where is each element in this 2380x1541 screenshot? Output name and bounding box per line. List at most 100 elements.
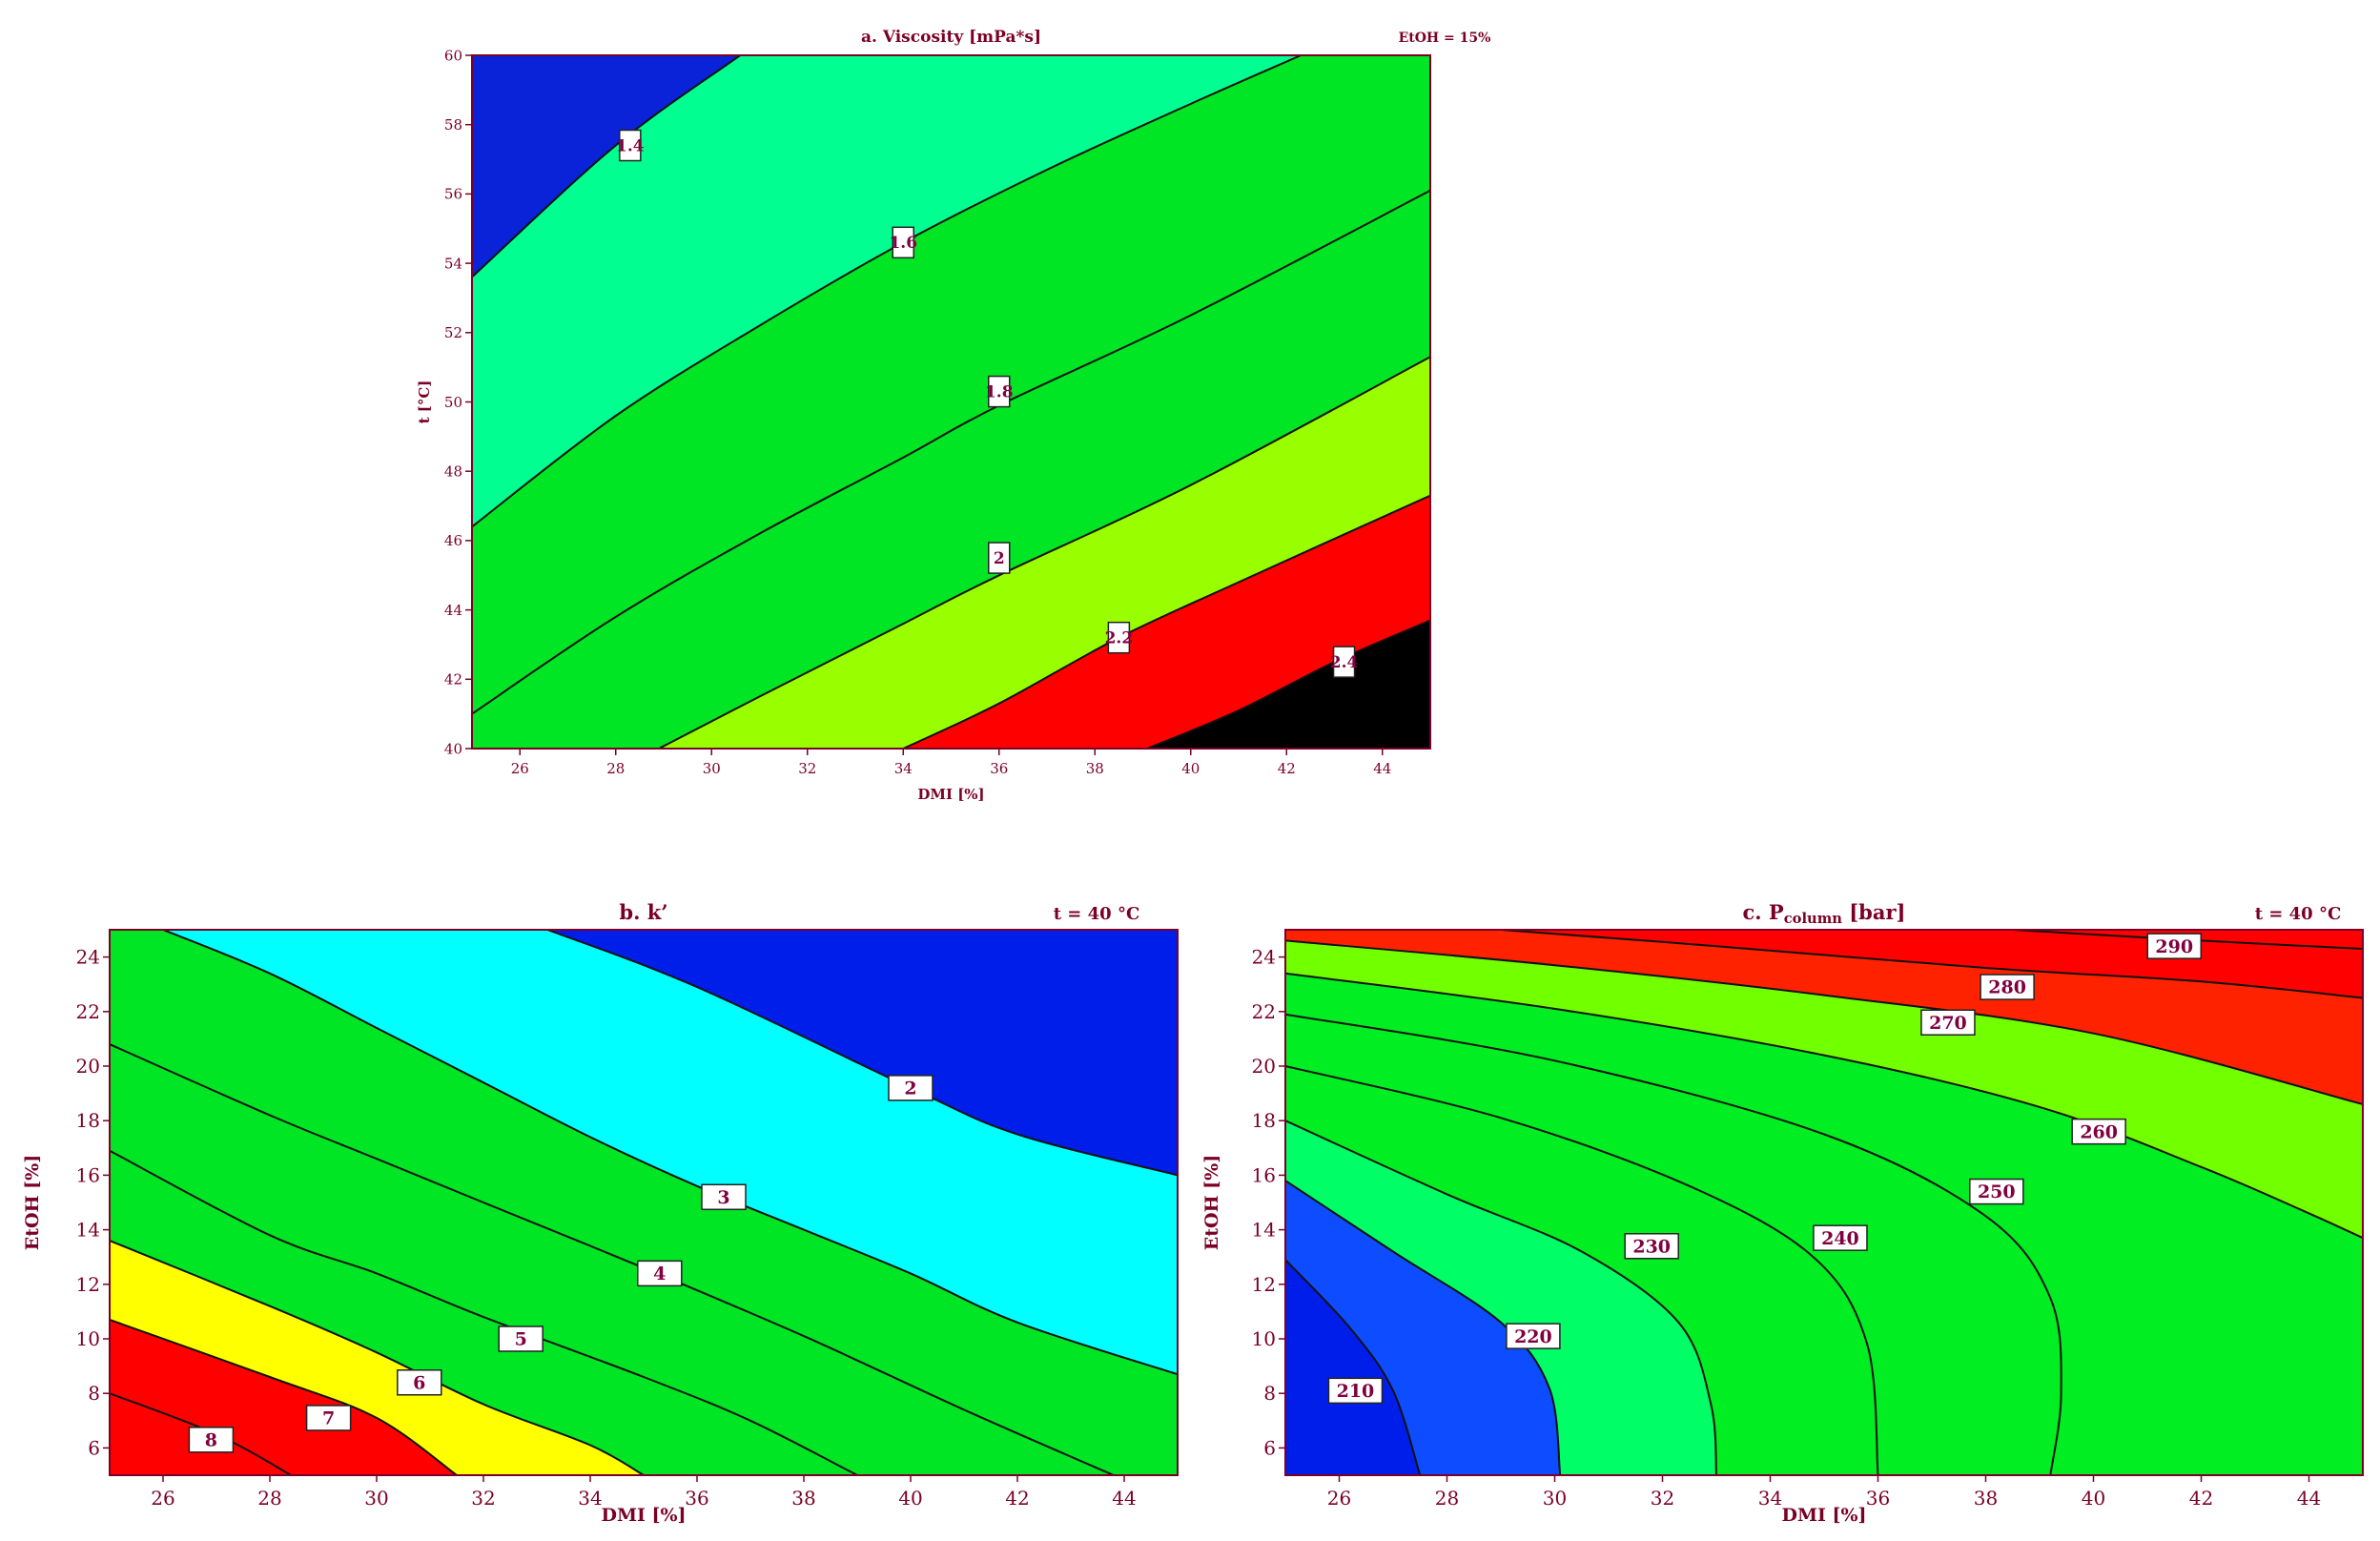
y-tick-label: 10 (76, 1327, 100, 1350)
y-tick-label: 48 (444, 462, 462, 480)
chart-title: b. k’ (619, 900, 667, 924)
x-tick-label: 28 (606, 760, 625, 777)
plot-frame (109, 929, 1179, 1476)
contour-label-text: 4 (653, 1264, 666, 1284)
contour-label-text: 2.2 (1105, 629, 1134, 648)
contour-label-text: 1.4 (616, 136, 645, 155)
x-tick-label: 34 (1758, 1487, 1782, 1510)
condition-annotation: EtOH = 15% (1399, 31, 1491, 46)
x-axis-label: DMI [%] (601, 1505, 686, 1526)
y-tick-label: 16 (76, 1163, 100, 1186)
contour-label-text: 290 (2155, 936, 2193, 957)
y-tick-label: 58 (444, 116, 462, 134)
y-tick-label: 6 (1263, 1436, 1276, 1459)
viscosity-contour-plot: 1.4 1.6 1.8 2 2.2 2.4 26 28 30 32 34 36 38 40 42 44 40 42… (362, 0, 1602, 868)
y-tick-label: 6 (88, 1436, 100, 1459)
region-fill-2.4 (1147, 620, 1430, 749)
contour-label-text: 260 (2080, 1121, 2118, 1142)
contour-label-210: 210 (1327, 1377, 1384, 1405)
contour-line-220 (1285, 1180, 1562, 1475)
x-tick-label: 36 (990, 760, 1008, 777)
contour-label-text: 8 (205, 1429, 217, 1450)
contour-lines (472, 55, 1430, 749)
contour-label-text: 280 (1988, 977, 2026, 998)
contour-label-text: 1.6 (889, 234, 917, 253)
x-tick-label: 44 (2297, 1487, 2321, 1510)
x-tick-label: 26 (1327, 1487, 1351, 1510)
k-prime-contour-plot: 2 3 4 5 6 7 8 26 28 30 32 34 36 38 40 42 44 6 8 10 12 14 16 18 2… (0, 892, 1197, 1541)
y-tick-label: 12 (1252, 1273, 1276, 1296)
x-tick-label: 36 (1866, 1487, 1890, 1510)
contour-line-260 (1285, 972, 2363, 1240)
contour-line-2 (658, 356, 1430, 749)
contour-line-240 (1285, 1065, 1879, 1475)
x-tick-label: 32 (798, 760, 816, 777)
y-tick-label: 8 (88, 1382, 100, 1405)
contour-line-250 (1285, 1013, 2062, 1475)
pcolumn-chart-svg: 210 220 230 240 250 260 270 280 290 26 28 30 32 34 36 3… (1201, 900, 2364, 1526)
y-tick-label: 12 (76, 1273, 100, 1296)
y-axis-label: EtOH [%] (22, 1155, 43, 1250)
y-tick-label: 20 (76, 1055, 100, 1078)
x-tick-label: 34 (578, 1487, 602, 1510)
x-tick-label: 40 (898, 1487, 922, 1510)
contour-line-3 (162, 930, 1178, 1376)
contour-label-text: 250 (1978, 1181, 2016, 1202)
contour-label-220: 220 (1506, 1323, 1561, 1349)
contour-label-270: 270 (1920, 1009, 1976, 1036)
y-tick-label: 46 (444, 532, 462, 549)
x-tick-label: 38 (1974, 1487, 1998, 1510)
x-tick-label: 38 (791, 1487, 815, 1510)
x-tick-label: 26 (511, 760, 529, 777)
contour-label-text: 2 (904, 1079, 916, 1099)
y-axis-label: EtOH [%] (1201, 1155, 1222, 1250)
contour-line-5 (110, 1149, 858, 1475)
y-tick-label: 60 (444, 47, 462, 64)
contour-line-2.4 (1147, 619, 1430, 749)
x-tick-label: 42 (1278, 760, 1296, 777)
contour-label-8: 8 (188, 1427, 235, 1453)
contour-label-4: 4 (637, 1260, 683, 1287)
y-tick-label: 20 (1252, 1055, 1276, 1078)
chart-title: c. Pcolumn [bar] (1743, 900, 1906, 927)
contour-label-text: 230 (1632, 1236, 1671, 1257)
y-tick-label: 14 (76, 1219, 100, 1242)
contour-label-5: 5 (498, 1325, 544, 1352)
contour-line-280 (1500, 930, 2363, 999)
contour-label-text: 6 (413, 1372, 425, 1393)
contour-fills (110, 930, 1178, 1475)
y-axis-label: t [°C] (416, 380, 433, 424)
plot-frame (1284, 929, 2364, 1476)
y-tick-label: 22 (1252, 1000, 1276, 1023)
y-tick-label: 42 (444, 671, 462, 688)
contour-label-text: 1.8 (985, 383, 1014, 402)
x-tick-label: 44 (1373, 760, 1391, 777)
contour-label-1.6: 1.6 (889, 226, 917, 259)
contour-label-2: 2 (988, 542, 1011, 574)
y-tick-label: 56 (444, 186, 462, 203)
contour-label-2.2: 2.2 (1105, 621, 1134, 654)
y-tick-label: 10 (1252, 1327, 1276, 1350)
x-tick-label: 30 (1543, 1487, 1567, 1510)
contour-label-1.8: 1.8 (985, 375, 1014, 408)
x-tick-label: 44 (1112, 1487, 1136, 1510)
y-tick-label: 40 (444, 740, 462, 757)
y-tick-label: 18 (1252, 1109, 1276, 1132)
contour-label-text: 240 (1821, 1228, 1859, 1249)
contour-label-3: 3 (701, 1183, 747, 1211)
pcolumn-contour-plot: 210 220 230 240 250 260 270 280 290 26 28 30 32 34 36 3… (1197, 892, 2380, 1541)
contour-label-text: 5 (515, 1329, 527, 1350)
contour-label-text: 7 (322, 1408, 335, 1429)
contour-label-240: 240 (1813, 1224, 1868, 1251)
contour-label-text: 270 (1929, 1013, 1967, 1034)
contour-label-250: 250 (1969, 1178, 2024, 1205)
x-tick-label: 34 (894, 760, 913, 777)
y-tick-label: 16 (1252, 1163, 1276, 1186)
contour-line-1.8 (472, 189, 1430, 715)
x-tick-label: 28 (1435, 1487, 1459, 1510)
contour-label-280: 280 (1980, 974, 2035, 1000)
y-tick-label: 8 (1263, 1382, 1276, 1405)
x-tick-label: 30 (703, 760, 721, 777)
contour-line-230 (1285, 1120, 1717, 1475)
